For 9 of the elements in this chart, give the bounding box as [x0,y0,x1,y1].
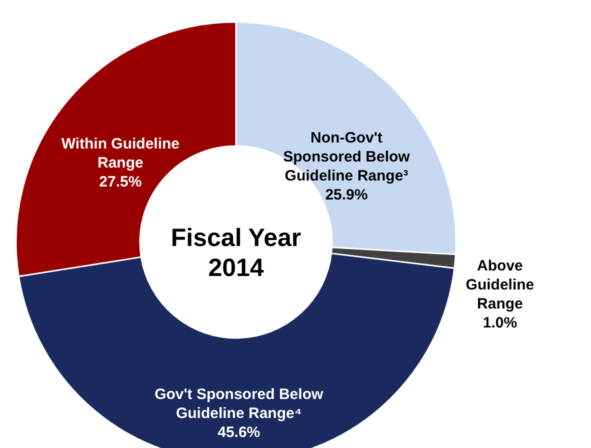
slice-label: Gov't Sponsored Below Guideline Range⁴ [154,386,324,422]
slice-label: Non-Gov't Sponsored Below Guideline Range³ [283,130,410,185]
data-label: 45.6% [218,424,260,441]
data-label: 25.9% [325,186,368,204]
slice-label: Above Guideline Range [466,257,534,312]
slice-label: Within Guideline Range [61,135,180,172]
data-label: 27.5% [99,173,142,190]
data-label: 1.0% [482,314,518,332]
text: Fiscal Year 2014 [170,224,302,282]
